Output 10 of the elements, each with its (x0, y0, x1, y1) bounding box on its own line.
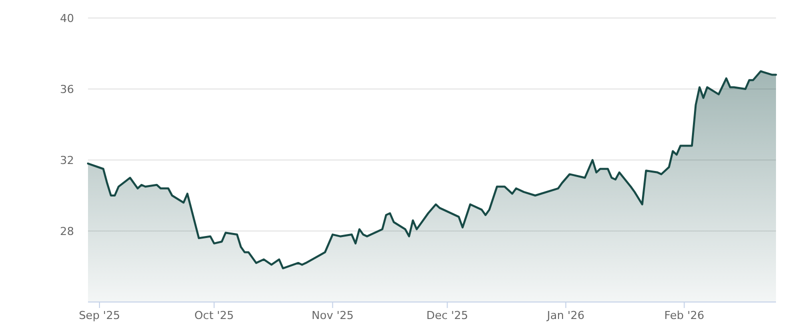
x-tick-label: Nov '25 (312, 309, 354, 322)
y-tick-label: 36 (60, 82, 74, 96)
x-tick-label: Dec '25 (426, 309, 468, 322)
x-tick-label: Oct '25 (194, 309, 234, 322)
x-tick-label: Feb '26 (664, 309, 704, 322)
y-tick-label: 28 (60, 224, 74, 238)
x-tick-label: Sep '25 (78, 309, 120, 322)
y-tick-label: 32 (60, 154, 74, 167)
y-tick-label: 40 (60, 12, 74, 25)
x-tick-label: Jan '26 (546, 309, 585, 322)
